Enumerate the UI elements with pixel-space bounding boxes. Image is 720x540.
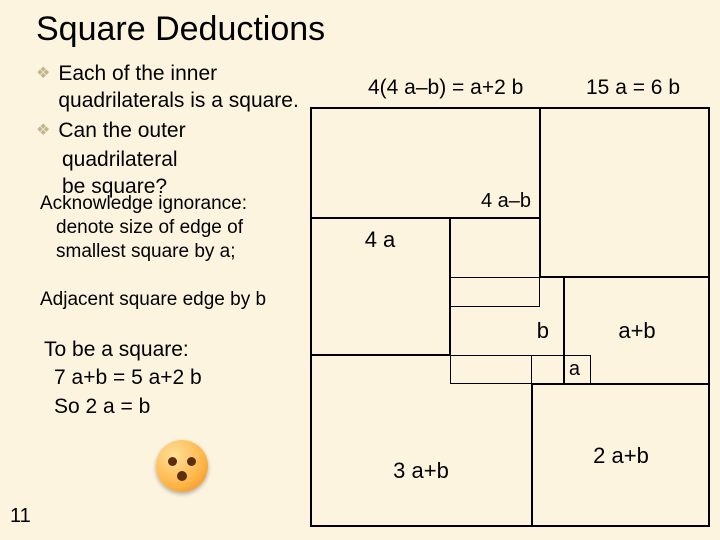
bullet-text: Can the outer — [58, 117, 185, 144]
label-a-plus-b: a+b — [618, 318, 655, 344]
label-4a-b: 4 a–b — [481, 190, 531, 213]
square-4a: 4 a — [310, 218, 450, 355]
conclusion-block: To be a square: 7 a+b = 5 a+2 b So 2 a =… — [44, 336, 202, 421]
diamond-bullet-icon: ❖ — [36, 117, 50, 142]
slide-title: Square Deductions — [36, 10, 325, 49]
square-3a-plus-b: 3 a+b — [310, 355, 532, 527]
note-line: denote size of edge of — [40, 216, 247, 240]
note-line: Acknowledge ignorance: — [40, 192, 247, 216]
label-4a: 4 a — [365, 227, 396, 253]
label-b: b — [537, 318, 549, 344]
conclude-line: To be a square: — [44, 336, 202, 364]
bullet-continuation: quadrilateral — [36, 146, 336, 173]
note-acknowledge: Acknowledge ignorance: denote size of ed… — [40, 192, 247, 263]
bullet-text: Each of the inner quadrilaterals is a sq… — [58, 60, 336, 115]
label-3a-plus-b: 3 a+b — [393, 458, 449, 484]
equation-1: 4(4 a–b) = a+2 b — [368, 76, 523, 100]
bullet-list: ❖ Each of the inner quadrilaterals is a … — [36, 60, 336, 200]
note-line: smallest square by a; — [40, 240, 247, 264]
squares-diagram: 4(4 a–b) = a+2 b 15 a = 6 b 4 a–b 4 a b … — [310, 70, 714, 530]
diamond-bullet-icon: ❖ — [36, 60, 50, 85]
conclude-line: So 2 a = b — [44, 393, 202, 421]
conclude-line: 7 a+b = 5 a+2 b — [44, 364, 202, 392]
surprised-emoji-icon — [156, 440, 208, 492]
label-2a-plus-b: 2 a+b — [593, 443, 649, 469]
equation-2: 15 a = 6 b — [586, 76, 680, 100]
square-region — [540, 107, 710, 277]
note-adjacent: Adjacent square edge by b — [40, 288, 266, 312]
square-2a-plus-b: 2 a+b — [532, 384, 710, 527]
page-number: 11 — [10, 505, 31, 528]
square-region: 4 a–b — [310, 107, 540, 218]
label-a: a — [569, 358, 580, 381]
bullet-item-1: ❖ Each of the inner quadrilaterals is a … — [36, 60, 336, 115]
bullet-item-2: ❖ Can the outer — [36, 117, 336, 144]
